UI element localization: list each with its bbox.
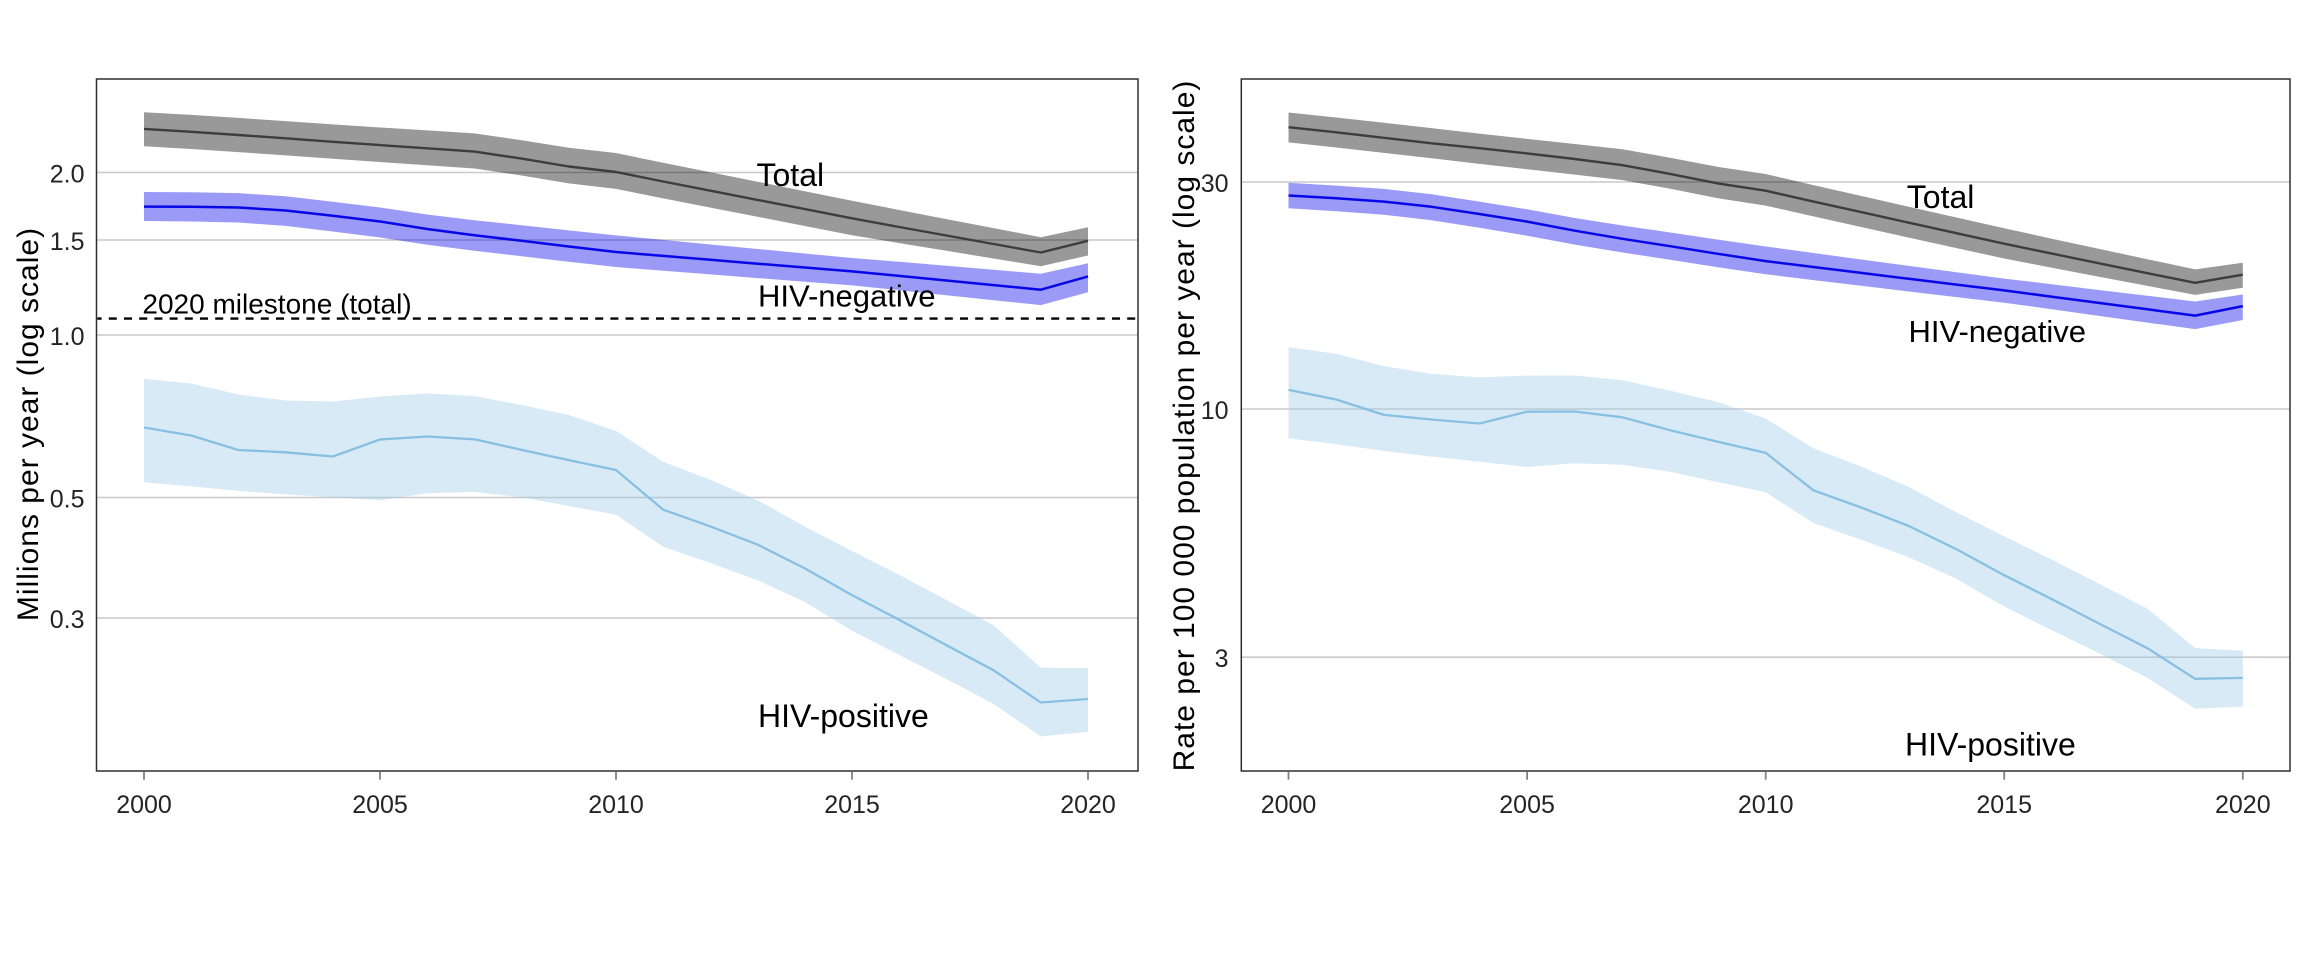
svg-text:HIV-positive: HIV-positive — [1905, 727, 2076, 763]
svg-text:30: 30 — [1201, 170, 1229, 198]
svg-text:2.0: 2.0 — [50, 161, 85, 189]
svg-text:1.5: 1.5 — [50, 228, 85, 256]
svg-text:Total: Total — [757, 157, 825, 193]
svg-text:Total: Total — [1907, 179, 1975, 215]
svg-text:2010: 2010 — [588, 791, 644, 819]
svg-text:2005: 2005 — [1499, 791, 1555, 819]
svg-text:10: 10 — [1201, 397, 1229, 425]
svg-text:HIV-positive: HIV-positive — [758, 698, 929, 734]
svg-text:2020 milestone (total): 2020 milestone (total) — [142, 288, 411, 319]
svg-text:2000: 2000 — [116, 791, 172, 819]
svg-text:2000: 2000 — [1261, 791, 1317, 819]
svg-text:1.0: 1.0 — [50, 323, 85, 351]
svg-text:HIV-negative: HIV-negative — [758, 279, 936, 314]
svg-text:0.5: 0.5 — [50, 486, 85, 514]
svg-text:0.3: 0.3 — [50, 606, 85, 634]
svg-text:Rate per 100 000 population pe: Rate per 100 000 population per year (lo… — [1168, 80, 1201, 772]
svg-text:Millions per year (log scale): Millions per year (log scale) — [12, 227, 45, 621]
svg-text:2015: 2015 — [824, 791, 880, 819]
svg-text:2015: 2015 — [1976, 791, 2032, 819]
svg-text:2020: 2020 — [1060, 791, 1116, 819]
svg-text:2010: 2010 — [1738, 791, 1794, 819]
svg-text:2005: 2005 — [352, 791, 408, 819]
svg-text:HIV-negative: HIV-negative — [1909, 314, 2087, 349]
svg-text:3: 3 — [1215, 645, 1229, 673]
svg-text:2020: 2020 — [2215, 791, 2271, 819]
